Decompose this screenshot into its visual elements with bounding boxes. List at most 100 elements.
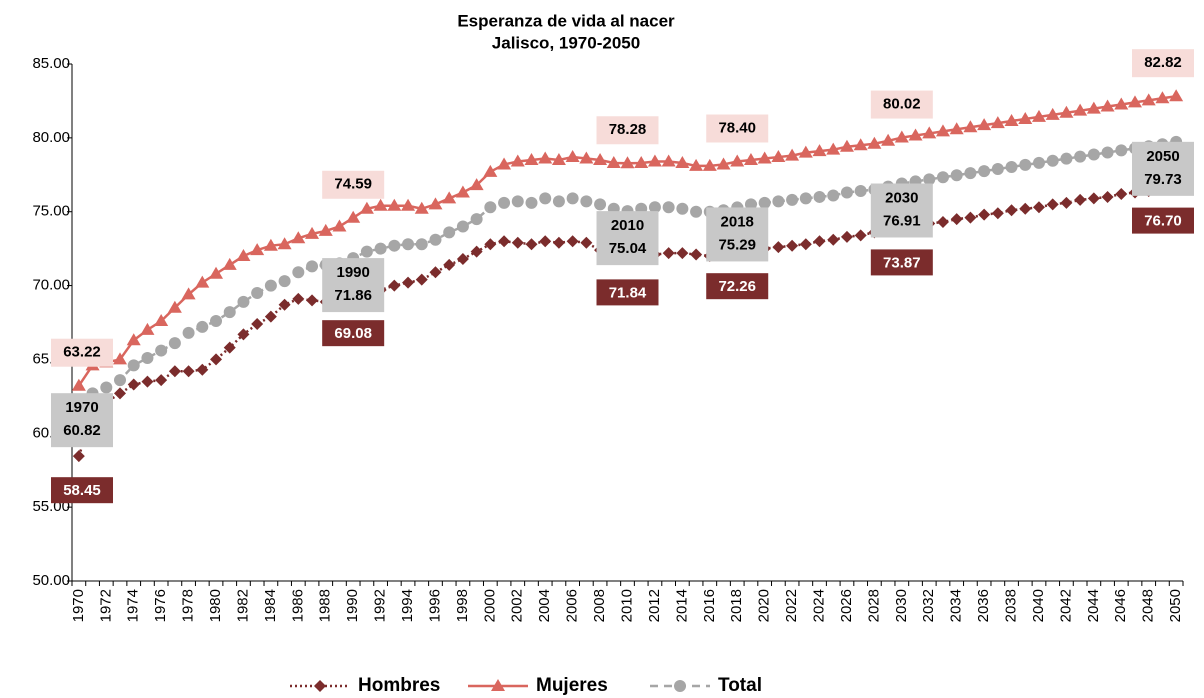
marker	[1005, 160, 1018, 173]
marker	[498, 196, 511, 209]
data-label-year: 1970	[65, 399, 98, 416]
marker	[223, 306, 236, 319]
marker	[209, 266, 224, 279]
marker	[443, 258, 456, 271]
marker	[676, 247, 689, 260]
marker	[264, 310, 277, 323]
y-tick-label: 50.00	[32, 572, 70, 589]
marker	[1060, 152, 1073, 165]
marker	[1101, 190, 1114, 203]
x-tick-label: 1972	[97, 589, 114, 622]
marker	[251, 317, 264, 330]
marker	[484, 201, 497, 214]
data-label: 72.26	[718, 278, 756, 295]
marker	[689, 158, 704, 171]
marker	[374, 242, 387, 255]
marker	[360, 245, 373, 258]
x-tick-label: 2042	[1057, 589, 1074, 622]
marker	[402, 238, 415, 251]
marker	[1087, 192, 1100, 205]
marker	[813, 190, 826, 203]
data-label-box	[51, 338, 113, 367]
data-label: 75.04	[609, 240, 647, 257]
marker	[292, 292, 305, 305]
x-tick-label: 2002	[509, 589, 526, 622]
marker	[854, 185, 867, 198]
x-tick-label: 2022	[783, 589, 800, 622]
marker	[935, 124, 950, 137]
marker	[1087, 148, 1100, 161]
marker	[182, 326, 195, 339]
data-label-box	[1132, 141, 1194, 196]
marker	[72, 450, 85, 463]
data-label-year: 2030	[885, 189, 918, 206]
marker	[690, 205, 703, 218]
x-tick-label: 1980	[207, 589, 224, 622]
marker	[978, 208, 991, 221]
data-label: 76.91	[883, 212, 921, 229]
marker	[744, 198, 757, 211]
marker	[278, 298, 291, 311]
data-label-box	[706, 207, 769, 262]
data-label-box	[51, 393, 113, 448]
marker	[799, 238, 812, 251]
marker	[415, 273, 428, 286]
marker	[593, 153, 608, 166]
marker	[758, 196, 771, 209]
x-tick-label: 1990	[344, 589, 361, 622]
marker	[1115, 187, 1128, 200]
marker	[154, 314, 169, 327]
marker	[181, 287, 196, 300]
marker	[662, 201, 675, 214]
data-label: 73.87	[883, 254, 921, 271]
data-label: 71.86	[334, 287, 372, 304]
marker	[1086, 101, 1101, 114]
marker	[1018, 111, 1033, 124]
marker	[716, 157, 731, 170]
marker	[538, 151, 553, 164]
x-tick-label: 1974	[125, 589, 142, 622]
marker	[210, 315, 223, 328]
data-label: 74.59	[334, 176, 372, 193]
marker	[566, 192, 579, 205]
marker	[990, 116, 1005, 129]
marker	[491, 679, 505, 691]
marker	[922, 126, 937, 139]
marker	[525, 196, 538, 209]
marker	[497, 157, 512, 170]
marker	[1155, 91, 1170, 104]
data-label: 63.22	[63, 344, 101, 361]
marker	[566, 235, 579, 248]
marker	[963, 120, 978, 133]
marker	[950, 169, 963, 182]
data-label: 78.40	[718, 119, 756, 136]
marker	[195, 275, 210, 288]
marker	[662, 247, 675, 260]
marker	[991, 163, 1004, 176]
x-tick-label: 2040	[1030, 589, 1047, 622]
x-tick-label: 2012	[646, 589, 663, 622]
marker	[772, 195, 785, 208]
marker	[237, 295, 250, 308]
marker	[661, 154, 676, 167]
marker	[1127, 95, 1142, 108]
marker	[401, 198, 416, 211]
marker	[469, 178, 484, 191]
legend-item: Hombres	[290, 675, 440, 696]
marker	[949, 122, 964, 135]
data-label: 69.08	[334, 325, 372, 342]
marker	[182, 365, 195, 378]
marker	[155, 374, 168, 387]
marker	[168, 365, 181, 378]
marker	[840, 230, 853, 243]
marker	[1046, 198, 1059, 211]
marker	[511, 195, 524, 208]
marker	[923, 173, 936, 186]
marker	[1101, 146, 1114, 159]
data-label: 78.28	[609, 121, 647, 138]
marker	[936, 171, 949, 184]
marker	[743, 153, 758, 166]
marker	[127, 359, 140, 372]
marker	[196, 320, 209, 333]
marker	[620, 156, 635, 169]
